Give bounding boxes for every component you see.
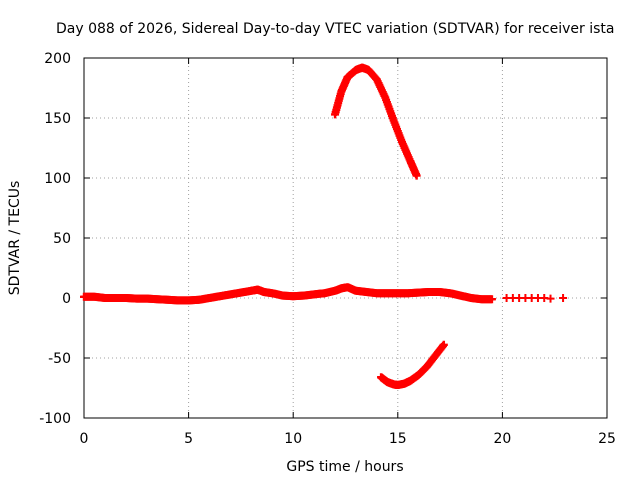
- x-tick-label: 20: [493, 431, 511, 447]
- y-tick-label: 200: [44, 51, 71, 67]
- series-main: [80, 283, 496, 305]
- y-axis-label: SDTVAR / TECUs: [7, 181, 23, 296]
- x-axis-ticks: 0 5 10 15 20 25: [80, 58, 616, 447]
- y-tick-label: 0: [62, 291, 71, 307]
- x-tick-label: 10: [284, 431, 302, 447]
- chart-title: Day 088 of 2026, Sidereal Day-to-day VTE…: [56, 21, 614, 37]
- x-tick-label: 25: [598, 431, 616, 447]
- data-point: [546, 294, 555, 303]
- y-tick-label: 150: [44, 111, 71, 127]
- x-tick-label: 5: [184, 431, 193, 447]
- y-axis-ticks: -100 -50 0 50 100 150 200: [39, 51, 607, 427]
- data-series: [80, 63, 568, 389]
- y-tick-label: -50: [48, 351, 71, 367]
- series-upper-arc: [331, 63, 421, 180]
- grid-lines: [84, 58, 607, 418]
- data-point: [559, 294, 568, 302]
- y-tick-label: 100: [44, 171, 71, 187]
- y-tick-label: 50: [53, 231, 71, 247]
- data-point: [412, 171, 421, 180]
- series-lower-arc: [377, 340, 448, 389]
- x-tick-label: 15: [389, 431, 407, 447]
- data-point: [439, 340, 448, 349]
- series-sparse-tail: [502, 294, 568, 303]
- data-point: [487, 295, 496, 304]
- y-tick-label: -100: [39, 411, 71, 427]
- x-tick-label: 0: [80, 431, 89, 447]
- x-axis-label: GPS time / hours: [286, 459, 403, 475]
